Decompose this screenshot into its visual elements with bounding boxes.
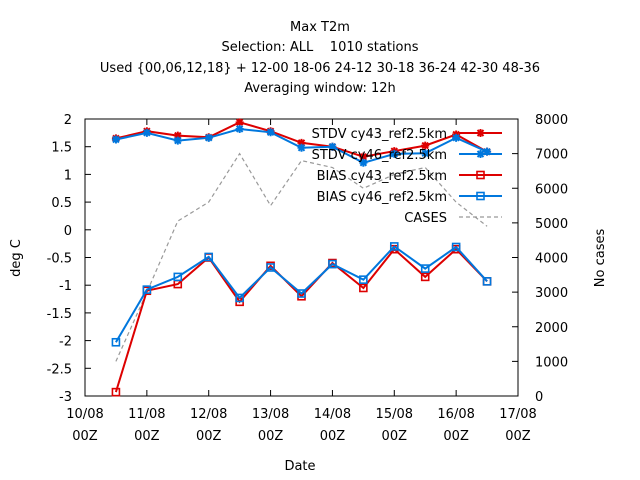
legend-marker (476, 150, 485, 158)
data-point (420, 272, 430, 282)
x-tick-label-time: 00Z (72, 429, 98, 444)
y-tick-label: -2 (59, 335, 72, 350)
legend-marker (476, 129, 485, 137)
series-1 (111, 124, 492, 167)
series-line (115, 245, 488, 343)
chart-subtitle-window: Averaging window: 12h (244, 81, 396, 96)
x-tick-label-date: 10/08 (66, 407, 103, 422)
data-point (390, 149, 399, 158)
data-point (359, 158, 368, 167)
legend-label: STDV cy46_ref2.5km (312, 148, 447, 163)
data-point (235, 293, 244, 303)
series-3 (111, 242, 492, 347)
y2-tick-label: 6000 (535, 182, 568, 197)
legend-label: STDV cy43_ref2.5km (312, 127, 447, 142)
data-point (173, 272, 183, 282)
series-line (115, 152, 488, 362)
y2-tick-label: 8000 (535, 113, 568, 128)
legend-marker (476, 191, 485, 201)
x-tick-label-date: 16/08 (437, 407, 474, 422)
y2-tick-label: 0 (535, 390, 543, 405)
y2-tick-label: 1000 (535, 355, 568, 370)
data-point (142, 128, 151, 137)
data-point (421, 141, 430, 150)
data-point (235, 118, 244, 127)
data-point (420, 264, 430, 273)
data-point (111, 135, 120, 144)
x-tick-label-date: 15/08 (376, 407, 413, 422)
series-line (114, 247, 488, 393)
data-point (297, 289, 306, 298)
legend-label: BIAS cy46_ref2.5km (317, 190, 447, 205)
y-tick-label: -1.5 (47, 307, 72, 322)
series-4 (115, 152, 488, 362)
data-point (421, 149, 430, 158)
y-tick-label: -0.5 (47, 252, 72, 267)
legend: STDV cy43_ref2.5km STDV cy46_ref2.5km BIAS… (312, 127, 502, 226)
data-point (389, 242, 399, 251)
y-tick-label: -3 (59, 390, 72, 405)
y-tick-label: 0.5 (51, 196, 72, 211)
data-point (173, 131, 182, 140)
y-tick-label: -1 (59, 279, 72, 294)
y-tick-label: -2.5 (47, 362, 72, 377)
data-point (451, 242, 461, 252)
y2-axis-label: No cases (593, 229, 608, 288)
data-point (266, 128, 275, 137)
y-axis-label: deg C (9, 239, 24, 277)
x-tick-label-time: 00Z (196, 429, 222, 444)
data-point (204, 252, 214, 262)
data-point (204, 133, 213, 142)
x-tick-label-date: 12/08 (190, 407, 227, 422)
x-axis-label: Date (284, 459, 315, 474)
data-point (142, 285, 152, 294)
legend-label: BIAS cy43_ref2.5km (317, 169, 447, 184)
x-tick-label-date: 14/08 (314, 407, 351, 422)
x-tick-label-time: 00Z (382, 429, 408, 444)
series-layer (111, 118, 492, 397)
data-point (359, 283, 368, 293)
x-tick-label-date: 13/08 (252, 407, 289, 422)
data-point (483, 147, 492, 156)
data-point (173, 136, 182, 145)
data-point (328, 142, 337, 151)
data-point (297, 138, 306, 147)
x-tick-label-time: 00Z (258, 429, 284, 444)
x-tick-label-time: 00Z (320, 429, 346, 444)
chart-subtitle-used: Used {00,06,12,18} + 12-00 18-06 24-12 3… (99, 61, 541, 76)
data-point (235, 124, 244, 133)
data-point (482, 277, 492, 286)
y-tick-label: 0 (64, 224, 72, 239)
x-tick-label-date: 17/08 (499, 407, 536, 422)
data-point (359, 275, 368, 284)
data-point (359, 152, 368, 161)
x-tick-label-time: 00Z (505, 429, 531, 444)
x-tick-label-time: 00Z (134, 429, 160, 444)
data-point (328, 259, 337, 269)
x-tick-label-date: 11/08 (128, 407, 165, 422)
y2-tick-label: 4000 (535, 252, 568, 267)
y-tick-label: 2 (64, 113, 72, 128)
y2-tick-label: 7000 (535, 148, 568, 163)
data-point (452, 133, 461, 142)
x-tick-label-time: 00Z (443, 429, 469, 444)
plot-frame (84, 118, 519, 397)
series-2 (111, 244, 492, 397)
chart-subtitle-selection: Selection: ALL 1010 stations (221, 40, 419, 55)
axes-layer: 2 1.5 1 0.5 0 -0.5 -1 -1.5 -2 -2.5 -3 8000 7000 6000 5… (47, 113, 568, 444)
y2-tick-label: 5000 (535, 217, 568, 232)
data-point (111, 387, 121, 397)
data-point (297, 143, 306, 152)
legend-marker (476, 170, 485, 180)
legend-label: CASES (404, 211, 447, 226)
chart-title: Max T2m (290, 20, 350, 35)
data-point (111, 337, 121, 347)
y2-tick-label: 3000 (535, 286, 568, 301)
y-tick-label: 1.5 (51, 141, 72, 156)
y-tick-label: 1 (64, 168, 72, 183)
data-point (266, 263, 275, 272)
y2-tick-label: 2000 (535, 321, 568, 336)
